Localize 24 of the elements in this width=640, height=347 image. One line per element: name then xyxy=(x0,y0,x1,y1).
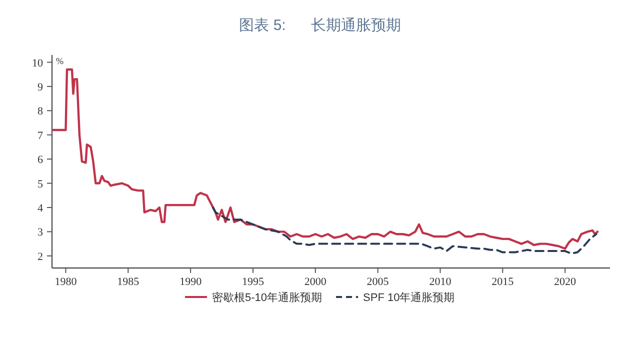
x-tick-label: 2005 xyxy=(366,276,390,288)
x-tick-label: 1990 xyxy=(180,276,202,288)
y-axis-title: % xyxy=(56,56,64,66)
x-tick-label: 1995 xyxy=(242,276,264,288)
legend-label: 密歇根5-10年通胀预期 xyxy=(212,291,322,304)
y-tick-label: 8 xyxy=(38,106,44,118)
legend-label: SPF 10年通胀预期 xyxy=(363,291,455,304)
y-tick-label: 5 xyxy=(38,178,44,190)
x-tick-label: 1980 xyxy=(54,276,78,288)
line-series xyxy=(212,206,598,254)
y-tick-label: 2 xyxy=(38,250,43,263)
x-tick-label: 2010 xyxy=(429,276,452,288)
y-tick-label: 3 xyxy=(38,226,44,239)
y-tick-label: 10 xyxy=(32,57,44,70)
x-tick-label: 2015 xyxy=(492,276,514,288)
x-tick-label: 2020 xyxy=(554,276,577,288)
y-tick-label: 9 xyxy=(38,81,44,94)
y-tick-label: 4 xyxy=(38,202,44,214)
chart-title: 图表 5: 长期通胀预期 xyxy=(239,17,401,34)
x-tick-label: 2000 xyxy=(304,276,327,288)
y-tick-label: 7 xyxy=(38,130,44,142)
line-series xyxy=(52,68,599,250)
x-tick-label: 1985 xyxy=(117,276,140,288)
y-tick-label: 6 xyxy=(38,154,44,166)
